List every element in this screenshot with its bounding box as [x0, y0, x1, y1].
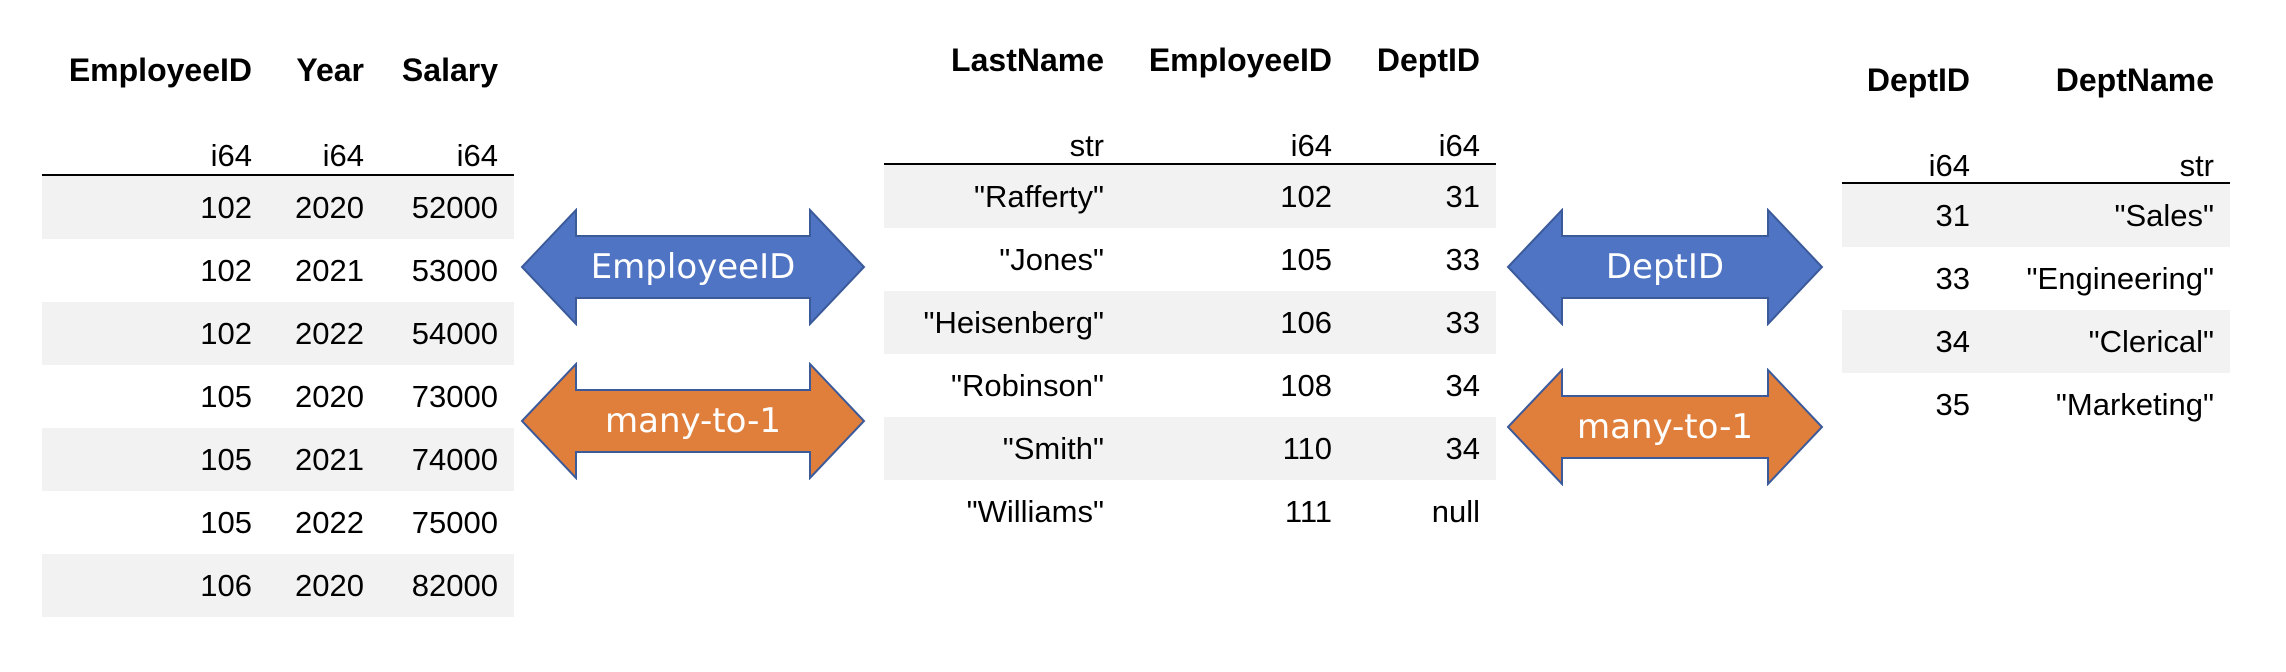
- table-cell: 34: [1445, 431, 1480, 466]
- table-cell: 102: [1280, 179, 1332, 214]
- table-cell: null: [1431, 494, 1480, 529]
- arrow-label: many-to-1: [605, 401, 781, 441]
- table-cell: 105: [200, 442, 252, 477]
- table-cell: 31: [1935, 198, 1970, 233]
- table-cell: 54000: [411, 316, 498, 351]
- table-row: "Heisenberg" 106 33: [884, 291, 1496, 354]
- table-cell: 105: [200, 379, 252, 414]
- table-cell: "Sales": [2114, 198, 2214, 233]
- table-cell: "Rafferty": [974, 179, 1104, 214]
- table-cell: "Marketing": [2055, 387, 2214, 422]
- table-cell: "Robinson": [951, 368, 1104, 403]
- table-cell: 74000: [411, 442, 498, 477]
- header-divider: [1842, 182, 2230, 184]
- table-row: 106 2020 82000: [42, 554, 514, 617]
- table-cell: 35: [1935, 387, 1970, 422]
- double-arrow-shape: [1506, 208, 1824, 326]
- table-cell: 73000: [411, 379, 498, 414]
- table-cell: 2020: [295, 379, 364, 414]
- column-dtype: i64: [210, 138, 252, 173]
- table-cell: 102: [200, 190, 252, 225]
- table-cell: "Engineering": [2026, 261, 2214, 296]
- table-cell: "Smith": [1002, 431, 1104, 466]
- column-dtype: str: [1069, 128, 1104, 163]
- column-dtype: i64: [1290, 128, 1332, 163]
- column-dtype: i64: [322, 138, 364, 173]
- table-cell: 108: [1280, 368, 1332, 403]
- table-cell: 111: [1284, 494, 1332, 529]
- column-header: DeptName: [2055, 62, 2214, 98]
- table-cell: 105: [200, 505, 252, 540]
- column-dtype: i64: [456, 138, 498, 173]
- arrow-label: DeptID: [1606, 247, 1724, 287]
- arrow-label: EmployeeID: [591, 247, 796, 287]
- deptid-join-arrow: DeptID: [1506, 208, 1824, 326]
- column-header: Salary: [401, 52, 498, 88]
- table-cell: 2020: [295, 190, 364, 225]
- table-row: 102 2020 52000: [42, 176, 514, 239]
- column-header: Year: [296, 52, 364, 88]
- table-cell: 2022: [295, 316, 364, 351]
- table-cell: 33: [1445, 242, 1480, 277]
- table-cell: 105: [1280, 242, 1332, 277]
- table-row: "Robinson" 108 34: [884, 354, 1496, 417]
- table-cell: 106: [200, 568, 252, 603]
- table-cell: 2022: [295, 505, 364, 540]
- employee-relation-arrow: many-to-1: [520, 362, 866, 480]
- double-arrow-shape: [1506, 368, 1824, 486]
- table-row: 105 2020 73000: [42, 365, 514, 428]
- table-cell: 2021: [295, 253, 364, 288]
- table-row: 102 2022 54000: [42, 302, 514, 365]
- table-cell: 75000: [411, 505, 498, 540]
- table-cell: 2021: [295, 442, 364, 477]
- column-dtype: str: [2179, 148, 2214, 183]
- table-cell: 110: [1282, 431, 1332, 466]
- table-cell: 53000: [411, 253, 498, 288]
- header-divider: [42, 174, 514, 176]
- table-cell: 102: [200, 316, 252, 351]
- table-row: "Smith" 110 34: [884, 417, 1496, 480]
- table-cell: 34: [1445, 368, 1480, 403]
- employee-table: LastName EmployeeID DeptID str i64 i64 "…: [884, 0, 1496, 580]
- double-arrow-shape: [520, 208, 866, 326]
- table-cell: "Clerical": [2088, 324, 2214, 359]
- employeeid-join-arrow: EmployeeID: [520, 208, 866, 326]
- department-table: DeptID DeptName i64 str 31 "Sales" 33 "E…: [1842, 0, 2230, 440]
- column-header: LastName: [951, 42, 1104, 78]
- table-row: "Rafferty" 102 31: [884, 165, 1496, 228]
- table-row: 33 "Engineering": [1842, 247, 2230, 310]
- column-dtype: i64: [1928, 148, 1970, 183]
- table-row: 34 "Clerical": [1842, 310, 2230, 373]
- table-row: 105 2022 75000: [42, 491, 514, 554]
- table-cell: "Williams": [966, 494, 1104, 529]
- table-cell: 33: [1445, 305, 1480, 340]
- column-header: DeptID: [1866, 62, 1970, 98]
- table-cell: 31: [1445, 179, 1480, 214]
- table-row: 105 2021 74000: [42, 428, 514, 491]
- table-cell: 52000: [411, 190, 498, 225]
- table-row: "Williams" 111 null: [884, 480, 1496, 543]
- table-cell: 34: [1935, 324, 1970, 359]
- header-divider: [884, 163, 1496, 165]
- salary-table: EmployeeID Year Salary i64 i64 i64 102 2…: [42, 0, 514, 620]
- column-header: DeptID: [1376, 42, 1480, 78]
- column-header: EmployeeID: [68, 52, 252, 88]
- table-cell: 2020: [295, 568, 364, 603]
- table-row: 31 "Sales": [1842, 184, 2230, 247]
- table-row: "Jones" 105 33: [884, 228, 1496, 291]
- column-dtype: i64: [1438, 128, 1480, 163]
- dept-relation-arrow: many-to-1: [1506, 368, 1824, 486]
- table-cell: 106: [1280, 305, 1332, 340]
- table-cell: 102: [200, 253, 252, 288]
- table-cell: 33: [1935, 261, 1970, 296]
- arrow-label: many-to-1: [1577, 407, 1753, 447]
- double-arrow-shape: [520, 362, 866, 480]
- table-cell: "Jones": [999, 242, 1104, 277]
- table-row: 102 2021 53000: [42, 239, 514, 302]
- table-row: 35 "Marketing": [1842, 373, 2230, 436]
- table-cell: "Heisenberg": [923, 305, 1104, 340]
- table-cell: 82000: [411, 568, 498, 603]
- column-header: EmployeeID: [1148, 42, 1332, 78]
